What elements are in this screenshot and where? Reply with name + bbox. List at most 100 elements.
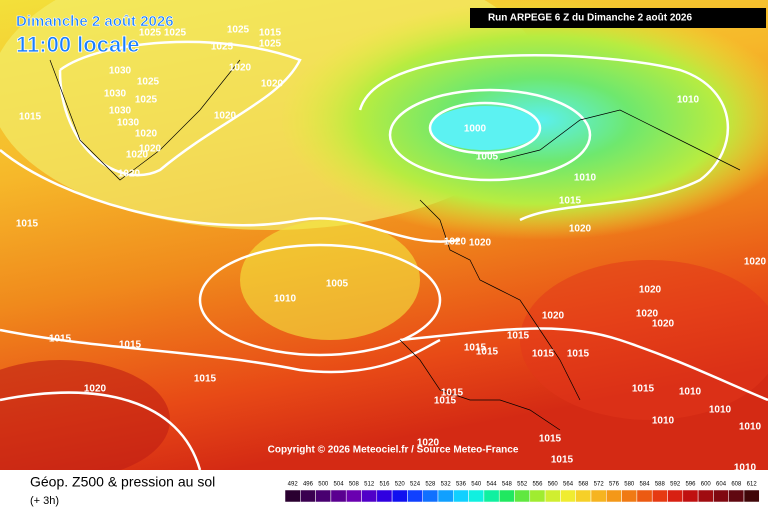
- isobar-label: 1020: [542, 311, 565, 322]
- scale-label: 596: [685, 482, 696, 488]
- isobar-label: 1020: [118, 169, 141, 180]
- isobar-label: 1020: [261, 79, 284, 90]
- scale-swatch: [682, 489, 699, 503]
- legend-subtitle: (+ 3h): [30, 495, 59, 507]
- scale-label: 568: [578, 482, 589, 488]
- isobar-label: 1015: [476, 347, 499, 358]
- scale-swatch: [636, 489, 653, 503]
- time-label: 11:00 locale: [16, 32, 140, 57]
- scale-label: 492: [288, 482, 299, 488]
- isobar-label: 1025: [164, 28, 187, 39]
- isobar-label: 1010: [652, 416, 675, 427]
- isobar-label: 1015: [559, 196, 582, 207]
- isobar-label: 1020: [469, 238, 492, 249]
- scale-swatch: [376, 489, 393, 503]
- scale-swatch: [667, 489, 684, 503]
- isobar-label: 1015: [441, 388, 464, 399]
- scale-label: 576: [609, 482, 620, 488]
- scale-label: 532: [441, 482, 452, 488]
- scale-swatch: [361, 489, 378, 503]
- scale-label: 612: [747, 482, 758, 488]
- scale-label: 520: [395, 482, 406, 488]
- scale-label: 580: [624, 482, 635, 488]
- scale-label: 572: [594, 482, 605, 488]
- scale-label: 544: [487, 482, 498, 488]
- scale-label: 512: [364, 482, 375, 488]
- scale-swatch: [743, 489, 760, 503]
- isobar-label: 1015: [194, 374, 217, 385]
- scale-label: 604: [716, 482, 727, 488]
- isobar-label: 1010: [734, 463, 757, 474]
- scale-label: 508: [349, 482, 360, 488]
- scale-label: 524: [410, 482, 421, 488]
- isobar-label: 1020: [569, 224, 592, 235]
- isobar-label: 1015: [507, 331, 530, 342]
- scale-label: 528: [425, 482, 436, 488]
- scale-label: 552: [517, 482, 528, 488]
- scale-swatch: [621, 489, 638, 503]
- isobar-label: 1030: [109, 106, 132, 117]
- isobar-label: 1025: [211, 42, 234, 53]
- scale-label: 584: [640, 482, 651, 488]
- field-core: [430, 106, 540, 150]
- date-label: Dimanche 2 août 2026: [16, 13, 174, 30]
- scale-swatch: [560, 489, 576, 503]
- scale-label: 540: [471, 482, 482, 488]
- isobar-label: 1010: [574, 173, 597, 184]
- scale-label: 592: [670, 482, 681, 488]
- scale-swatch: [284, 489, 301, 503]
- isobar-label: 1030: [117, 118, 140, 129]
- isobar-label: 1015: [119, 340, 142, 351]
- scale-swatch: [422, 489, 439, 503]
- scale-label: 560: [548, 482, 559, 488]
- isobar-label: 1015: [49, 334, 72, 345]
- coastlines: [49, 59, 741, 431]
- scale-swatch: [514, 489, 531, 503]
- scale-swatch: [391, 489, 408, 503]
- scale-swatch: [300, 489, 316, 503]
- scale-label: 548: [502, 482, 513, 488]
- isobar-label: 1015: [19, 112, 42, 123]
- scale-swatch: [437, 489, 454, 503]
- scale-swatch: [606, 489, 622, 503]
- scale-label: 600: [701, 482, 712, 488]
- scale-label: 496: [303, 482, 314, 488]
- isobar-label: 1010: [274, 294, 297, 305]
- isobar-label: 1015: [532, 349, 555, 360]
- isobar-label: 1020: [84, 384, 107, 395]
- scale-swatch: [697, 489, 714, 503]
- isobar-label: 1025: [259, 39, 282, 50]
- scale-label: 516: [379, 482, 390, 488]
- scale-label: 500: [318, 482, 329, 488]
- isobars: [0, 40, 768, 471]
- run-banner: [470, 8, 766, 28]
- isobar-label: 1010: [677, 95, 700, 106]
- scale-swatch: [590, 489, 607, 503]
- field-warm: [0, 360, 170, 480]
- isobar-label: 1010: [739, 422, 762, 433]
- isobar-label: 1020: [229, 63, 252, 74]
- scale-label: 588: [655, 482, 666, 488]
- isobar-label: 1020: [639, 285, 662, 296]
- isobar-label: 1025: [137, 77, 160, 88]
- scale-swatch: [713, 489, 729, 503]
- isobar-label: 1000: [464, 124, 487, 135]
- isobar-label: 1015: [259, 28, 282, 39]
- isobar-label: 1015: [16, 219, 39, 230]
- isobar-label: 1020: [744, 257, 767, 268]
- scale-swatch: [651, 489, 668, 503]
- isobar-label: 1010: [709, 405, 732, 416]
- scale-swatch: [330, 489, 347, 503]
- isobar-label: 1015: [434, 396, 457, 407]
- isobar-label: 1020: [214, 111, 237, 122]
- scale-swatch: [575, 489, 592, 503]
- isobar-label: 1025: [227, 25, 250, 36]
- scale-label: 564: [563, 482, 574, 488]
- isobar-label: 1020: [652, 319, 675, 330]
- isobar-label: 1005: [326, 279, 349, 290]
- isobar-label: 1010: [679, 387, 702, 398]
- isobar-label: 1020: [139, 144, 162, 155]
- scale-label: 556: [532, 482, 543, 488]
